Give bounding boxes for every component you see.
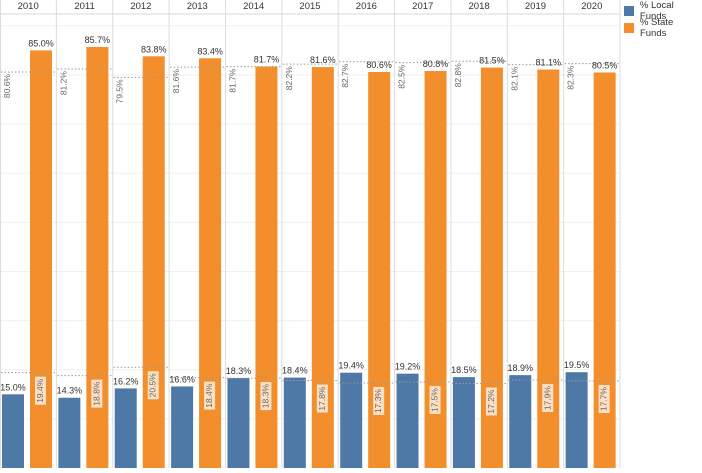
state-value-label: 85.7%	[85, 35, 111, 45]
local-bar	[565, 372, 588, 468]
local-reference-label-bg	[316, 384, 328, 413]
local-value-label: 18.9%	[508, 363, 534, 373]
local-reference-label-bg	[91, 379, 103, 408]
legend-item-state[interactable]: % State Funds	[624, 16, 702, 39]
local-reference-label: 18.3%	[260, 384, 270, 409]
category-label: 2019	[525, 1, 546, 12]
local-reference-label: 18.4%	[204, 383, 214, 408]
local-value-label: 16.6%	[169, 374, 195, 384]
state-value-label: 81.7%	[254, 55, 280, 65]
local-reference-label-bg	[429, 386, 441, 415]
state-value-label: 80.5%	[592, 61, 618, 71]
local-bar	[114, 388, 137, 468]
local-reference-label: 18.8%	[91, 381, 101, 406]
category-label: 2012	[130, 1, 151, 12]
state-reference-label: 82.8%	[453, 63, 463, 88]
local-value-label: 19.2%	[395, 362, 421, 372]
state-value-label: 81.1%	[536, 58, 562, 68]
legend-label-local: % Local Funds	[639, 0, 674, 22]
local-value-label: 19.4%	[338, 361, 364, 371]
category-label: 2016	[356, 1, 377, 12]
state-bar	[255, 66, 278, 469]
state-value-label: 85.0%	[28, 38, 54, 48]
local-reference-label-bg	[35, 376, 46, 405]
legend: % Local Funds % State Funds	[624, 0, 702, 39]
local-value-label: 14.3%	[57, 386, 83, 396]
local-reference-label: 17.5%	[430, 388, 440, 413]
local-value-label: 15.0%	[0, 382, 26, 392]
local-reference-label-bg	[147, 371, 159, 400]
local-value-label: 19.5%	[564, 360, 590, 370]
category-label: 2018	[469, 1, 490, 12]
state-reference-label: 82.5%	[397, 64, 407, 89]
local-bar	[396, 373, 419, 468]
legend-label-state: % State Funds	[639, 16, 674, 39]
local-bar	[452, 377, 475, 468]
state-bar	[424, 71, 447, 468]
local-value-label: 16.2%	[113, 376, 139, 386]
state-value-label: 83.8%	[141, 44, 167, 54]
local-reference-label: 19.4%	[35, 378, 45, 403]
local-reference-label-bg	[373, 387, 385, 416]
category-label: 2017	[412, 1, 433, 12]
legend-swatch-local	[624, 5, 634, 16]
category-label: 2020	[581, 1, 602, 12]
state-reference-label: 82.2%	[284, 66, 294, 91]
state-bar	[142, 56, 165, 468]
local-bar	[58, 397, 81, 468]
local-reference-label: 17.9%	[542, 386, 552, 411]
state-reference-label: 82.1%	[509, 66, 519, 91]
local-bar	[340, 372, 363, 468]
state-value-label: 80.8%	[423, 59, 449, 69]
local-reference-label: 17.8%	[317, 386, 327, 411]
state-reference-label: 81.6%	[171, 69, 181, 94]
state-bar	[537, 69, 560, 468]
category-label: 2013	[187, 1, 208, 12]
state-reference-label: 81.7%	[227, 68, 237, 93]
state-bar	[368, 72, 391, 468]
local-bar	[171, 386, 194, 468]
state-value-label: 81.6%	[310, 55, 336, 65]
state-reference-label: 82.3%	[566, 65, 576, 90]
category-label: 2011	[74, 1, 94, 12]
state-reference-label: 79.5%	[115, 79, 125, 104]
local-reference-label: 17.2%	[486, 389, 496, 414]
local-reference-label: 17.3%	[373, 389, 383, 414]
local-value-label: 18.5%	[451, 365, 477, 375]
local-value-label: 18.4%	[282, 366, 308, 376]
local-reference-label-bg	[485, 387, 497, 416]
local-bar	[227, 378, 250, 468]
local-reference-label-bg	[260, 382, 272, 411]
category-label: 2014	[243, 1, 264, 12]
state-reference-label: 80.6%	[2, 74, 12, 99]
state-bar	[86, 46, 109, 468]
state-bar	[199, 58, 222, 469]
local-bar	[2, 394, 24, 468]
state-bar	[30, 50, 52, 469]
state-bar	[311, 67, 334, 469]
state-reference-label: 81.2%	[58, 71, 68, 96]
local-reference-label: 20.5%	[148, 373, 158, 398]
local-reference-label-bg	[542, 384, 554, 413]
legend-swatch-state	[624, 22, 634, 33]
state-bar	[480, 67, 503, 468]
local-value-label: 18.3%	[226, 366, 252, 376]
state-value-label: 83.4%	[197, 46, 223, 56]
local-bar	[509, 375, 532, 468]
state-bar	[593, 72, 616, 468]
local-reference-label-bg	[204, 381, 216, 410]
state-value-label: 80.6%	[366, 60, 392, 70]
state-reference-label: 82.7%	[340, 63, 350, 88]
legend-item-local[interactable]: % Local Funds	[624, 0, 702, 22]
local-reference-label: 17.7%	[599, 387, 609, 412]
local-reference-label-bg	[598, 385, 610, 414]
state-value-label: 81.5%	[479, 56, 505, 66]
local-bar	[283, 377, 306, 468]
category-label: 2010	[18, 1, 39, 12]
category-label: 2015	[299, 1, 320, 12]
